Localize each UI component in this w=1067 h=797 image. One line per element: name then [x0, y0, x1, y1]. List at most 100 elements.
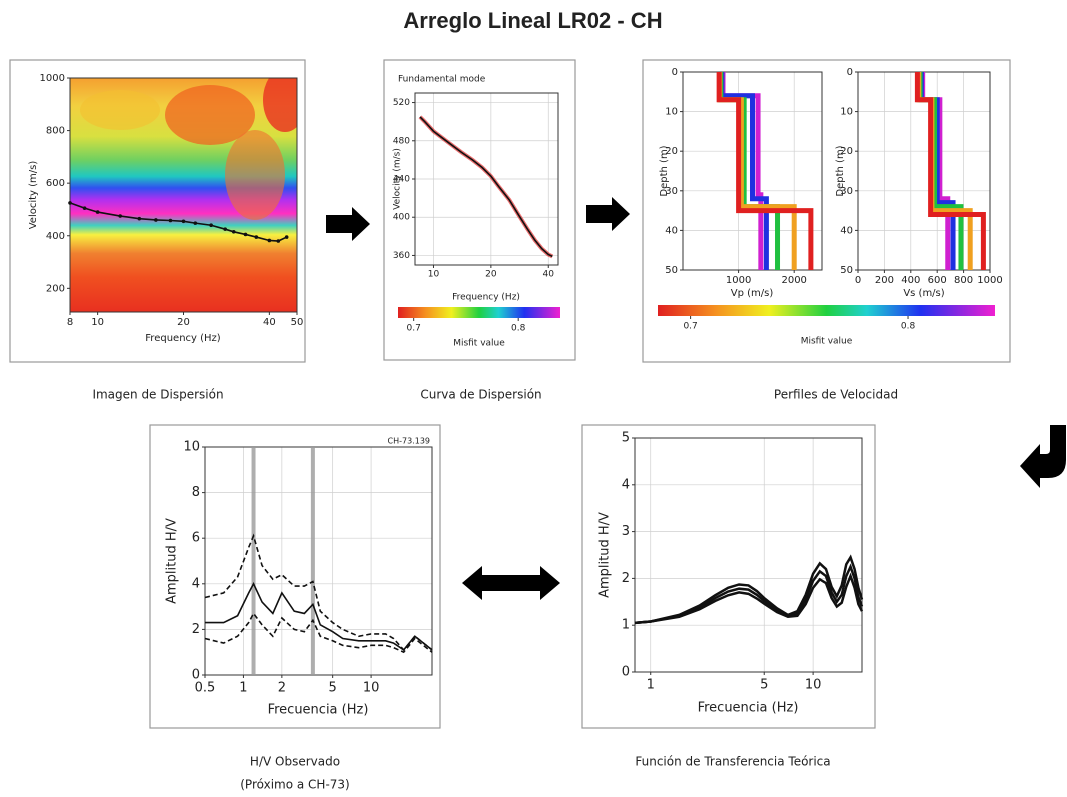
y-tick-label: 20 — [665, 146, 678, 157]
caption: Función de Transferencia Teórica — [635, 755, 830, 769]
series-marker — [276, 239, 281, 243]
arrow — [326, 207, 370, 241]
series-marker — [209, 223, 213, 228]
x-tick-label: 0.5 — [195, 681, 216, 696]
x-tick-label: 1 — [239, 681, 247, 696]
y-tick-label: 10 — [840, 107, 853, 118]
y-tick-label: 50 — [665, 265, 678, 276]
x-axis-label: Vp (m/s) — [731, 288, 774, 299]
y-tick-label: 8 — [192, 485, 200, 500]
x-axis-label: Frecuencia (Hz) — [268, 703, 369, 718]
series-line — [419, 116, 553, 258]
colorbar-label: Misfit value — [801, 337, 853, 347]
x-tick-label: 40 — [263, 317, 276, 328]
dispersion-image — [70, 78, 297, 312]
y-axis-label: Amplitud H/V — [598, 512, 613, 598]
series-marker — [223, 227, 227, 231]
x-tick-label: 400 — [901, 275, 920, 286]
caption: Perfiles de Velocidad — [774, 388, 898, 402]
arrow — [586, 197, 630, 231]
y-tick-label: 0 — [192, 668, 200, 683]
y-tick-label: 40 — [665, 225, 678, 236]
y-tick-label: 800 — [46, 126, 65, 137]
y-tick-label: 10 — [665, 107, 678, 118]
y-tick-label: 440 — [393, 175, 410, 185]
y-tick-label: 6 — [192, 531, 200, 546]
y-tick-label: 2 — [192, 622, 200, 637]
x-tick-label: 5 — [329, 681, 337, 696]
caption: Imagen de Dispersión — [92, 388, 223, 402]
y-axis-label: Velocity (m/s) — [393, 148, 403, 210]
y-tick-label: 520 — [393, 98, 410, 108]
x-tick-label: 2 — [278, 681, 286, 696]
series-line — [205, 582, 433, 651]
x-tick-label: 800 — [954, 275, 973, 286]
colorbar — [398, 307, 560, 318]
x-tick-label: 0 — [855, 275, 861, 286]
colorbar — [658, 305, 995, 316]
x-tick-label: 200 — [875, 275, 894, 286]
y-tick-label: 20 — [840, 146, 853, 157]
series-marker — [193, 221, 198, 225]
plot-border — [69, 77, 298, 313]
x-tick-label: 1000 — [977, 275, 1002, 286]
colorbar-tick-label: 0.7 — [683, 322, 697, 332]
x-tick-label: 2000 — [781, 275, 806, 286]
series-marker — [284, 235, 289, 239]
series-marker — [154, 218, 158, 222]
y-tick-label: 30 — [840, 186, 853, 197]
y-axis-label: Velocity (m/s) — [28, 161, 39, 230]
series-marker — [254, 235, 259, 239]
x-tick-label: 50 — [291, 317, 304, 328]
colorbar-tick-label: 0.8 — [511, 324, 526, 334]
y-tick-label: 40 — [840, 225, 853, 236]
x-tick-label: 600 — [928, 275, 947, 286]
x-tick-label: 5 — [760, 678, 768, 693]
series-line — [634, 563, 864, 625]
x-tick-label: 10 — [363, 681, 380, 696]
turn-arrow — [1020, 425, 1066, 488]
y-tick-label: 400 — [393, 213, 410, 223]
x-tick-label: 20 — [485, 270, 497, 280]
series-marker — [243, 232, 248, 237]
x-axis-label: Vs (m/s) — [903, 288, 944, 299]
y-tick-label: 0 — [847, 67, 853, 78]
x-tick-label: 10 — [91, 317, 104, 328]
y-tick-label: 360 — [393, 251, 410, 261]
series-marker — [118, 214, 123, 218]
double-arrow — [462, 566, 560, 600]
plot-area — [205, 447, 432, 675]
plot-border — [204, 446, 433, 676]
caption: Curva de Dispersión — [420, 388, 541, 402]
series-marker — [82, 206, 87, 210]
peak-marker — [310, 447, 315, 675]
colorbar-tick-label: 0.7 — [407, 324, 421, 334]
x-tick-label: 1 — [647, 678, 655, 693]
y-tick-label: 400 — [46, 231, 65, 242]
colorbar-tick-label: 0.8 — [901, 322, 916, 332]
plot-border — [414, 92, 559, 266]
x-tick-label: 8 — [67, 317, 73, 328]
series-line — [204, 611, 433, 654]
y-tick-label: 480 — [393, 136, 410, 146]
x-tick-label: 40 — [543, 270, 555, 280]
caption: (Próximo a CH-73) — [240, 778, 349, 792]
plot-note: CH-73.139 — [388, 437, 430, 446]
figure-title: Arreglo Lineal LR02 - CH — [403, 8, 662, 33]
series-marker — [231, 230, 236, 234]
series-marker — [68, 201, 72, 205]
series-marker — [95, 210, 100, 214]
y-tick-label: 1000 — [40, 73, 65, 84]
series-line — [634, 572, 864, 625]
velocity-profile — [716, 72, 814, 270]
plot-border — [634, 437, 863, 673]
x-tick-label: 10 — [428, 270, 440, 280]
y-tick-label: 2 — [622, 571, 630, 586]
plot-border — [682, 71, 823, 271]
series-marker — [137, 216, 142, 221]
colorbar-label: Misfit value — [453, 339, 505, 349]
x-tick-label: 20 — [177, 317, 190, 328]
y-tick-label: 600 — [46, 178, 65, 189]
y-tick-label: 50 — [840, 265, 853, 276]
x-tick-label: 1000 — [726, 275, 751, 286]
